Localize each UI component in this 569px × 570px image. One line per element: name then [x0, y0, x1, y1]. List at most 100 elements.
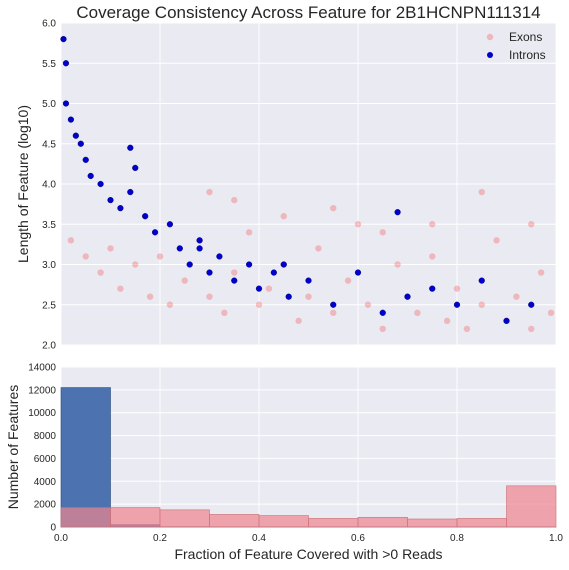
- intron-point: [127, 144, 134, 151]
- exon-hist-bar: [258, 515, 309, 528]
- exon-point: [330, 204, 337, 212]
- intron-point: [354, 269, 362, 276]
- intron-point: [379, 309, 386, 316]
- exon-point: [429, 221, 436, 228]
- histogram-y-ticks: 0 2000 4000 6000 8000 10000 12000 14000: [28, 363, 56, 534]
- hist-x-tick-label: 0.6: [351, 533, 365, 544]
- intron-hist-bar: [60, 387, 111, 528]
- exon-point: [67, 237, 75, 244]
- chart-title: Coverage Consistency Across Feature for …: [76, 3, 540, 22]
- intron-point: [151, 229, 159, 236]
- hist-y-tick-label: 8000: [34, 431, 57, 442]
- exon-point: [181, 277, 188, 284]
- exon-point: [394, 261, 401, 268]
- intron-point: [270, 269, 277, 276]
- scatter-y-tick-label: 2.0: [42, 341, 56, 352]
- exon-point: [453, 285, 461, 292]
- intron-point: [97, 180, 104, 188]
- exon-point: [117, 285, 124, 292]
- scatter-y-tick-label: 5.5: [42, 59, 56, 70]
- scatter-points: [60, 35, 555, 333]
- hist-y-tick-label: 14000: [28, 363, 56, 374]
- exon-point: [443, 317, 451, 325]
- intron-point: [528, 301, 535, 308]
- intron-point: [127, 188, 134, 196]
- intron-point: [206, 269, 213, 276]
- exon-point: [245, 229, 253, 236]
- exon-point: [255, 301, 263, 308]
- scatter-y-ticks: 2.0 2.5 3.0 3.5 4.0 4.5 5.0 5.5 6.0: [42, 19, 56, 352]
- histogram-plot-area: [61, 367, 556, 527]
- scatter-y-tick-label: 6.0: [42, 19, 56, 30]
- exon-hist-bar: [110, 507, 161, 528]
- intron-point: [186, 261, 193, 268]
- intron-point: [231, 277, 238, 284]
- exon-point: [547, 309, 555, 316]
- intron-point: [394, 209, 401, 216]
- intron-point: [478, 277, 485, 284]
- intron-point: [503, 317, 510, 324]
- intron-point: [330, 301, 337, 308]
- scatter-y-axis-label: Length of Feature (log10): [15, 105, 31, 263]
- scatter-y-tick-label: 4.5: [42, 139, 56, 150]
- exon-point: [379, 325, 386, 333]
- intron-point: [87, 172, 94, 180]
- histogram-bars: [60, 387, 557, 528]
- exon-hist-bar: [308, 518, 359, 528]
- intron-point: [176, 245, 183, 252]
- intron-point: [196, 245, 203, 252]
- exon-point: [330, 309, 337, 316]
- exon-point: [156, 253, 164, 260]
- exon-hist-bar: [456, 518, 507, 528]
- exon-point: [493, 237, 500, 244]
- exon-hist-bar: [407, 518, 458, 528]
- intron-point: [429, 285, 436, 292]
- legend: Exons Introns: [486, 30, 546, 62]
- intron-point: [285, 293, 292, 300]
- intron-point: [77, 140, 84, 147]
- exon-point: [206, 293, 213, 300]
- exon-point: [280, 213, 287, 220]
- intron-point: [196, 237, 203, 244]
- exon-point: [478, 301, 485, 308]
- exon-point: [354, 221, 362, 228]
- legend-label-introns: Introns: [509, 48, 546, 62]
- exon-point: [379, 229, 386, 236]
- hist-x-tick-label: 0.0: [54, 533, 68, 544]
- scatter-y-tick-label: 3.0: [42, 260, 56, 271]
- scatter-y-tick-label: 2.5: [42, 300, 56, 311]
- exon-point: [107, 245, 114, 252]
- exon-point: [414, 309, 421, 316]
- scatter-gridlines: [60, 22, 557, 346]
- intron-point: [62, 60, 70, 67]
- intron-point: [117, 205, 124, 212]
- exon-hist-bar: [506, 485, 557, 528]
- exon-point: [97, 269, 104, 276]
- hist-y-tick-label: 6000: [34, 454, 57, 465]
- intron-point: [107, 197, 114, 204]
- exon-point: [344, 277, 352, 284]
- exon-point: [166, 301, 174, 308]
- exon-point: [206, 188, 213, 196]
- hist-x-tick-label: 1.0: [549, 533, 563, 544]
- exon-point: [315, 245, 322, 252]
- scatter-y-tick-label: 3.5: [42, 220, 56, 231]
- exon-point: [231, 269, 238, 276]
- legend-marker-introns: [487, 52, 493, 58]
- legend-label-exons: Exons: [509, 30, 542, 44]
- exon-point: [513, 293, 520, 300]
- exon-point: [528, 325, 535, 333]
- intron-point: [246, 261, 253, 268]
- intron-point: [72, 132, 79, 139]
- exon-point: [528, 221, 535, 228]
- intron-point: [216, 253, 223, 260]
- exon-hist-bar: [159, 509, 210, 528]
- histogram-x-axis-label: Fraction of Feature Covered with >0 Read…: [174, 546, 442, 562]
- legend-marker-exons: [486, 33, 494, 41]
- intron-point: [404, 293, 411, 300]
- scatter-y-tick-label: 4.0: [42, 180, 56, 191]
- exon-point: [478, 188, 485, 196]
- intron-point: [280, 261, 287, 268]
- exon-point: [231, 196, 238, 204]
